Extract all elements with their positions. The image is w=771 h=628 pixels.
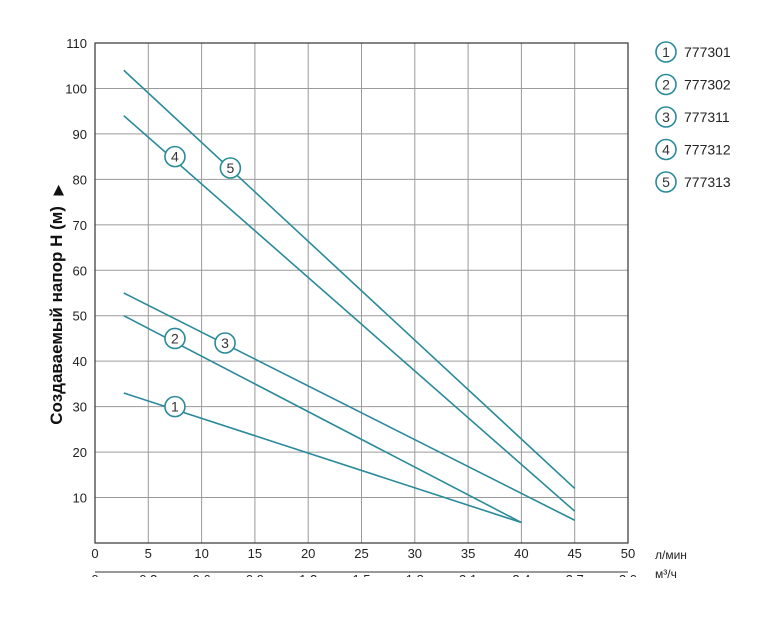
legend-marker-number: 3 <box>662 109 670 125</box>
y-tick-label: 70 <box>73 218 87 233</box>
legend-marker-2 <box>655 73 677 96</box>
series-marker-2 <box>164 327 186 350</box>
legend-marker-5 <box>655 171 677 193</box>
series-line-777301 <box>123 392 522 524</box>
x-axis-unit-secondary: м³/ч <box>655 567 677 581</box>
x-tick-label: 10 <box>194 546 208 561</box>
series-line-777311 <box>123 292 576 521</box>
y-tick-label: 110 <box>66 36 87 51</box>
series-marker-label: 4 <box>171 149 179 165</box>
series-marker-label: 3 <box>221 335 229 351</box>
y-axis-label: Создаваемый напор H (м) <box>47 206 66 425</box>
y-tick-label: 10 <box>73 491 87 506</box>
y-tick-label: 40 <box>73 354 87 369</box>
x-tick-label: 50 <box>621 546 635 561</box>
y-tick-label: 80 <box>73 172 87 187</box>
y-tick-label: 90 <box>73 127 87 142</box>
x-tick-label: 15 <box>248 546 262 561</box>
x-tick-label: 40 <box>514 546 528 561</box>
series-line-777313 <box>123 69 576 490</box>
series-line-777312 <box>123 115 576 512</box>
series-marker-5 <box>219 157 242 179</box>
legend-marker-1 <box>655 41 677 63</box>
legend-entry-label: 777313 <box>684 174 731 190</box>
y-tick-label: 30 <box>73 400 87 415</box>
x-tick-label: 5 <box>145 546 152 561</box>
series-line-777302 <box>123 315 522 524</box>
series-marker-label: 2 <box>171 330 179 346</box>
series-marker-label: 5 <box>226 160 234 176</box>
y-tick-label: 100 <box>65 81 87 96</box>
legend-marker-number: 4 <box>662 142 670 158</box>
series-lines <box>123 69 576 524</box>
x-tick-label: 0 <box>91 546 98 561</box>
x-tick-label: 25 <box>354 546 368 561</box>
legend-entry-label: 777301 <box>684 44 731 60</box>
y-axis-title: Создаваемый напор H (м) ▶ <box>47 184 66 424</box>
series-marker-1 <box>164 395 186 418</box>
x-tick-label: 20 <box>301 546 315 561</box>
y-tick-label: 50 <box>73 309 87 324</box>
y-tick-label: 60 <box>73 263 87 278</box>
plot-frame <box>94 42 629 544</box>
legend-entry-label: 777302 <box>684 77 731 93</box>
legend: 1 777301 2 777302 3 777311 4 777312 5 777313 <box>655 41 731 193</box>
series-marker-label: 1 <box>171 399 179 415</box>
x-axis-unit-primary: л/мин <box>655 548 687 562</box>
axes: 0 5 10 15 20 25 30 35 40 45 5010203040506070809010… <box>0 36 771 628</box>
bottom-crop <box>0 577 771 628</box>
legend-marker-number: 1 <box>662 44 670 60</box>
legend-marker-number: 5 <box>662 174 670 190</box>
x-tick-label: 45 <box>567 546 581 561</box>
series-markers: 1 2 3 4 5 <box>164 145 242 418</box>
series-marker-3 <box>214 332 236 354</box>
x-tick-label: 30 <box>408 546 422 561</box>
legend-marker-number: 2 <box>662 77 670 93</box>
y-axis-arrow: ▶ <box>50 184 65 196</box>
series-marker-4 <box>164 145 186 168</box>
y-tick-label: 20 <box>73 445 87 460</box>
legend-marker-4 <box>655 138 677 161</box>
x-tick-label: 35 <box>461 546 475 561</box>
legend-entry-label: 777312 <box>684 142 731 158</box>
legend-marker-3 <box>655 106 677 128</box>
legend-entry-label: 777311 <box>684 109 730 125</box>
